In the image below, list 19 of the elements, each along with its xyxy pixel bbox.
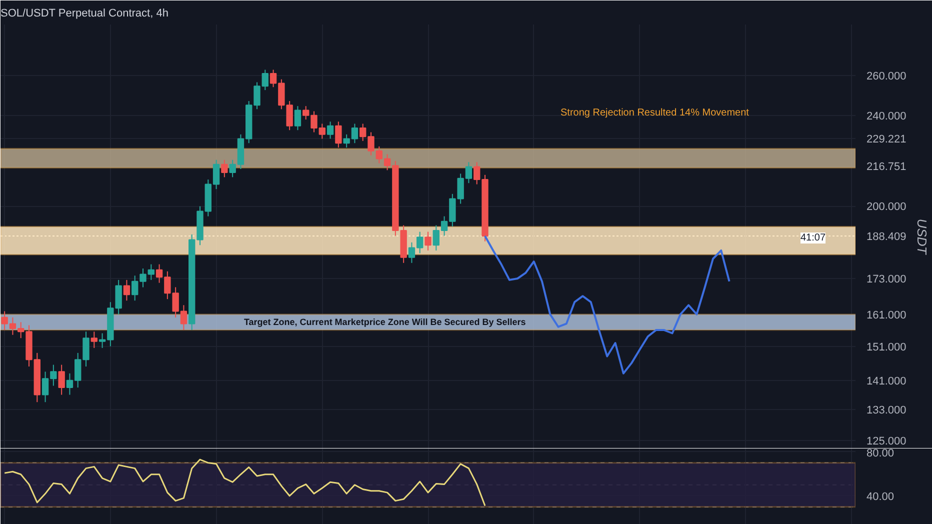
y-tick-label: 161.000: [866, 309, 906, 322]
y-tick-label: 133.000: [866, 404, 906, 417]
y-tick-label: 216.751: [866, 161, 906, 174]
y-tick-label: 200.000: [866, 201, 906, 214]
y-tick-label: 229.221: [866, 133, 906, 146]
y-tick-label: 260.000: [866, 70, 906, 82]
annotation: 41:07: [800, 232, 826, 244]
y-tick-label: 141.000: [866, 375, 906, 388]
annotation: Strong Rejection Resulted 14% Movement: [560, 108, 750, 118]
y-axis-title: USDT: [914, 218, 930, 256]
ref-line-label: 188.409: [866, 230, 906, 243]
y-tick-label: 125.000: [866, 435, 906, 448]
y-tick-label: 240.000: [866, 110, 906, 122]
band-label: Target Zone, Current Marketprice Zone Will Be Secured By Sellers: [244, 317, 526, 328]
y-tick-label: 173.000: [866, 274, 906, 286]
y-tick-label: 151.000: [866, 341, 906, 354]
y-tick-label: 80.00: [866, 448, 894, 460]
y-tick-label: 40.00: [866, 490, 894, 503]
chart-title: SOL/USDT Perpetual Contract, 4h: [0, 8, 168, 20]
